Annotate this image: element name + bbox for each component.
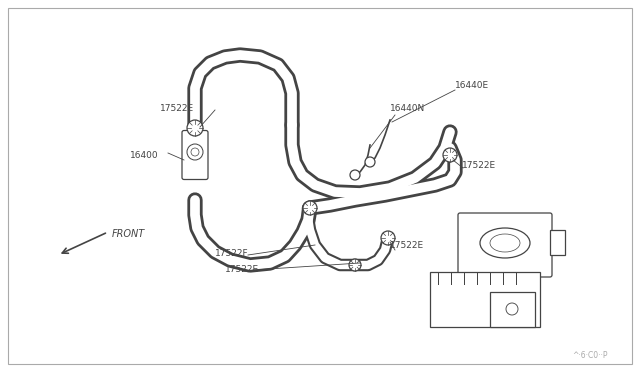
Text: FRONT: FRONT bbox=[112, 229, 145, 239]
Text: 16400: 16400 bbox=[130, 151, 159, 160]
Text: 16440E: 16440E bbox=[455, 80, 489, 90]
Circle shape bbox=[381, 231, 395, 245]
Circle shape bbox=[443, 148, 457, 162]
FancyBboxPatch shape bbox=[182, 131, 208, 180]
Circle shape bbox=[187, 144, 203, 160]
Text: 17522E: 17522E bbox=[225, 266, 259, 275]
Circle shape bbox=[506, 303, 518, 315]
Text: 16440N: 16440N bbox=[390, 103, 425, 112]
Text: 17522F: 17522F bbox=[215, 248, 248, 257]
Text: 17522E: 17522E bbox=[462, 160, 496, 170]
Text: 17522E: 17522E bbox=[160, 103, 194, 112]
Bar bbox=[430, 272, 540, 327]
Circle shape bbox=[187, 120, 203, 136]
Circle shape bbox=[350, 170, 360, 180]
Text: ^·6·C0··P: ^·6·C0··P bbox=[572, 352, 608, 360]
Circle shape bbox=[191, 148, 199, 156]
Circle shape bbox=[303, 201, 317, 215]
Circle shape bbox=[349, 259, 361, 271]
FancyBboxPatch shape bbox=[458, 213, 552, 277]
Ellipse shape bbox=[490, 234, 520, 252]
Bar bbox=[490, 292, 535, 327]
Bar bbox=[550, 230, 565, 255]
Text: 17522E: 17522E bbox=[390, 241, 424, 250]
Ellipse shape bbox=[480, 228, 530, 258]
Circle shape bbox=[365, 157, 375, 167]
